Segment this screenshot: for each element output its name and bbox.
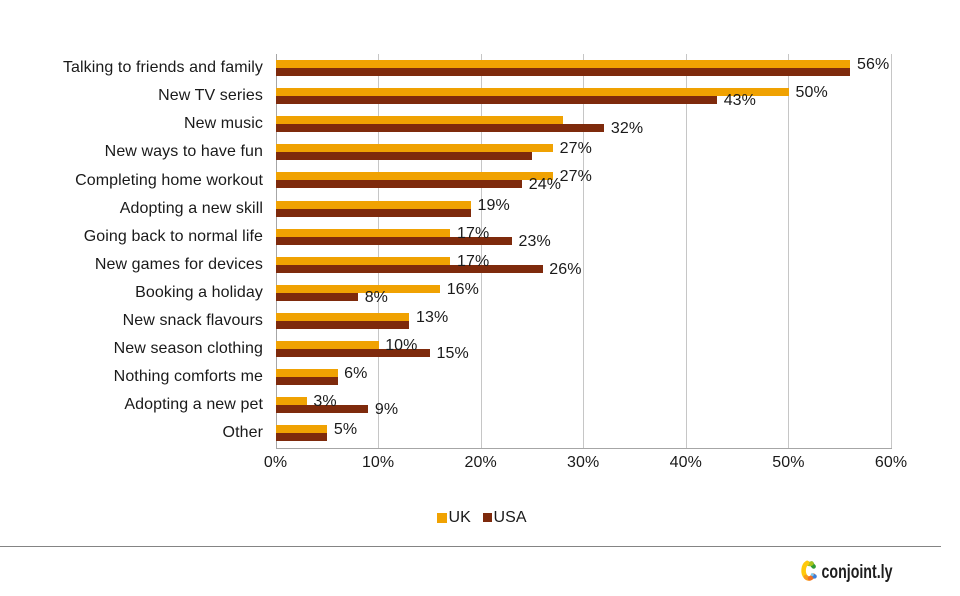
svg-text:conjoint.ly: conjoint.ly [822, 562, 893, 583]
